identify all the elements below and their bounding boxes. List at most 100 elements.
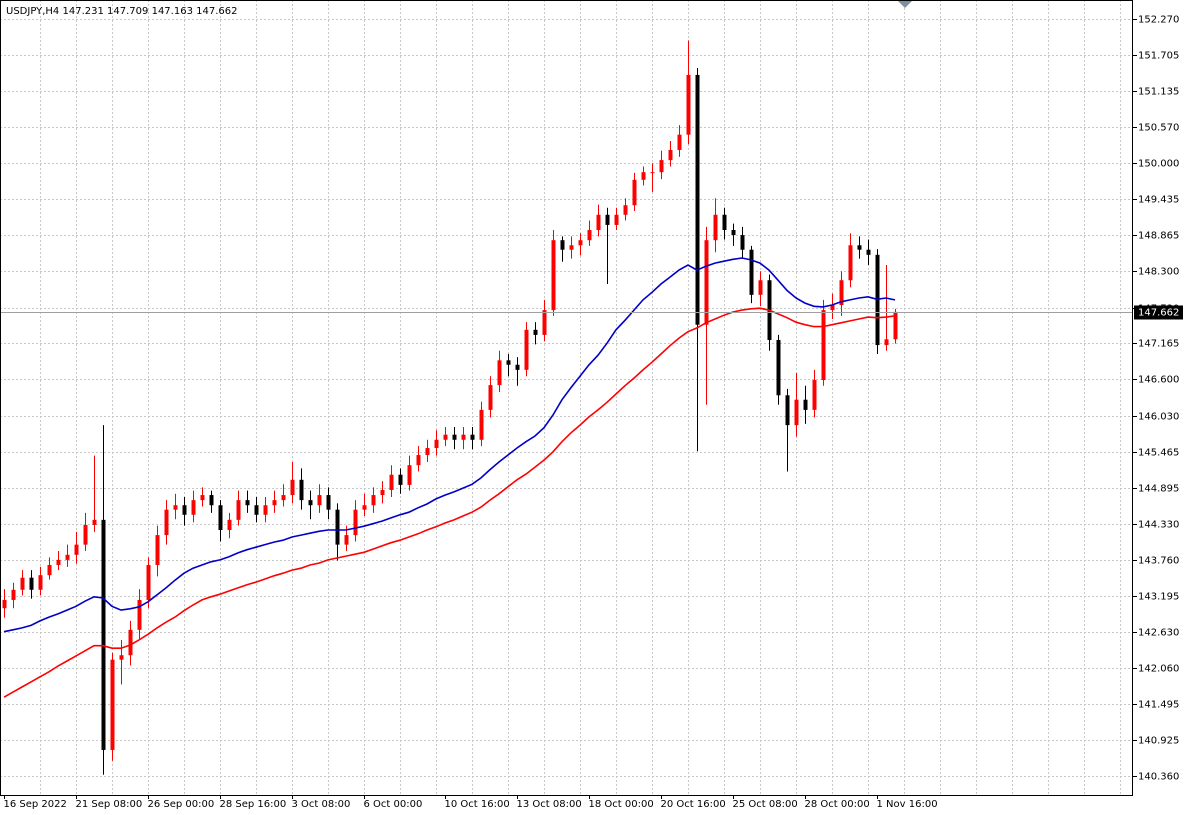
candle-body bbox=[47, 564, 52, 576]
candle-body bbox=[2, 599, 7, 609]
candle-body bbox=[353, 509, 358, 536]
candle-body bbox=[173, 505, 178, 510]
candle-body bbox=[605, 214, 610, 225]
candle-body bbox=[749, 249, 754, 295]
y-tick-label: 147.165 bbox=[1138, 339, 1179, 350]
candle-body bbox=[11, 589, 16, 600]
candle-body bbox=[371, 495, 376, 506]
candle-body bbox=[146, 564, 151, 600]
candle-body bbox=[56, 559, 61, 565]
candle-body bbox=[551, 240, 556, 311]
candle-body bbox=[479, 409, 484, 440]
candle-body bbox=[380, 489, 385, 496]
candle-body bbox=[344, 535, 349, 545]
candle-body bbox=[515, 364, 520, 370]
plot-frame bbox=[0, 0, 1133, 796]
candle-body bbox=[461, 434, 466, 440]
candle-body bbox=[650, 172, 655, 174]
x-tick-label: 6 Oct 00:00 bbox=[364, 799, 423, 810]
candle-body bbox=[155, 535, 160, 565]
candle-body bbox=[686, 74, 691, 135]
ma-line bbox=[3, 307, 896, 698]
candle-body bbox=[533, 329, 538, 335]
candle-body bbox=[416, 455, 421, 466]
y-tick-label: 142.060 bbox=[1138, 664, 1179, 675]
candle-body bbox=[596, 214, 601, 231]
candle-body bbox=[38, 575, 43, 590]
candle-body bbox=[839, 280, 844, 306]
candle-body bbox=[722, 214, 727, 231]
y-tick-label: 149.435 bbox=[1138, 195, 1179, 206]
candle-body bbox=[254, 505, 259, 515]
candle-body bbox=[29, 577, 34, 590]
candle-body bbox=[227, 519, 232, 531]
header-close: 147.662 bbox=[196, 6, 237, 17]
header-low: 147.163 bbox=[152, 6, 193, 17]
candle-body bbox=[236, 500, 241, 520]
ma-line bbox=[3, 257, 896, 633]
candle-body bbox=[65, 554, 70, 560]
candle-body bbox=[290, 479, 295, 496]
candle-body bbox=[443, 434, 448, 440]
candle-body bbox=[668, 149, 673, 161]
candle-body bbox=[614, 214, 619, 225]
price-label: 147.662 bbox=[1138, 308, 1179, 319]
candle-body bbox=[848, 245, 853, 281]
x-tick-label: 18 Oct 00:00 bbox=[589, 799, 654, 810]
candle-body bbox=[191, 500, 196, 515]
candle-body bbox=[218, 505, 223, 531]
candle-body bbox=[560, 240, 565, 250]
candle-body bbox=[830, 305, 835, 311]
y-tick-label: 143.760 bbox=[1138, 556, 1179, 567]
candle-body bbox=[713, 214, 718, 241]
x-tick-label: 25 Oct 08:00 bbox=[733, 799, 798, 810]
candle-body bbox=[317, 495, 322, 506]
candle-body bbox=[740, 235, 745, 250]
y-tick-label: 151.705 bbox=[1138, 51, 1179, 62]
candle-body bbox=[245, 500, 250, 506]
candle-body bbox=[470, 434, 475, 440]
y-tick-label: 140.360 bbox=[1138, 772, 1179, 783]
candle-body bbox=[128, 629, 133, 656]
candle-body bbox=[821, 310, 826, 381]
candle-body bbox=[83, 524, 88, 545]
candle-body bbox=[101, 519, 106, 750]
y-tick-label: 142.630 bbox=[1138, 628, 1179, 639]
candle-body bbox=[308, 500, 313, 506]
candle-body bbox=[281, 495, 286, 501]
candle-body bbox=[704, 240, 709, 325]
y-tick-label: 152.270 bbox=[1138, 15, 1179, 26]
x-tick-label: 13 Oct 08:00 bbox=[517, 799, 582, 810]
candle-body bbox=[695, 74, 700, 325]
candle-body bbox=[677, 134, 682, 150]
candle-body bbox=[452, 434, 457, 440]
chart-header: USDJPY,H4 147.231 147.709 147.163 147.66… bbox=[6, 6, 237, 17]
candle-body bbox=[434, 439, 439, 449]
candle-body bbox=[803, 399, 808, 410]
candle-body bbox=[587, 230, 592, 241]
x-tick-label: 28 Sep 16:00 bbox=[220, 799, 287, 810]
candle-body bbox=[812, 380, 817, 410]
candle-body bbox=[569, 245, 574, 250]
x-tick-label: 1 Nov 16:00 bbox=[877, 799, 938, 810]
candle-body bbox=[785, 395, 790, 426]
x-tick-label: 26 Sep 00:00 bbox=[148, 799, 215, 810]
price-label-box bbox=[1134, 305, 1183, 320]
candle-body bbox=[731, 230, 736, 236]
candle-body bbox=[407, 465, 412, 485]
candle-body bbox=[497, 360, 502, 386]
candle-body bbox=[74, 544, 79, 555]
candle-body bbox=[335, 509, 340, 545]
candle-body bbox=[506, 360, 511, 365]
candle-body bbox=[362, 505, 367, 510]
candle-body bbox=[758, 280, 763, 295]
candle-body bbox=[893, 311, 898, 340]
candle-body bbox=[398, 474, 403, 485]
x-tick-label: 20 Oct 16:00 bbox=[661, 799, 726, 810]
candle-body bbox=[326, 495, 331, 510]
candle-body bbox=[164, 509, 169, 536]
candle-body bbox=[623, 205, 628, 215]
candle-body bbox=[425, 448, 430, 456]
candle-body bbox=[794, 399, 799, 426]
